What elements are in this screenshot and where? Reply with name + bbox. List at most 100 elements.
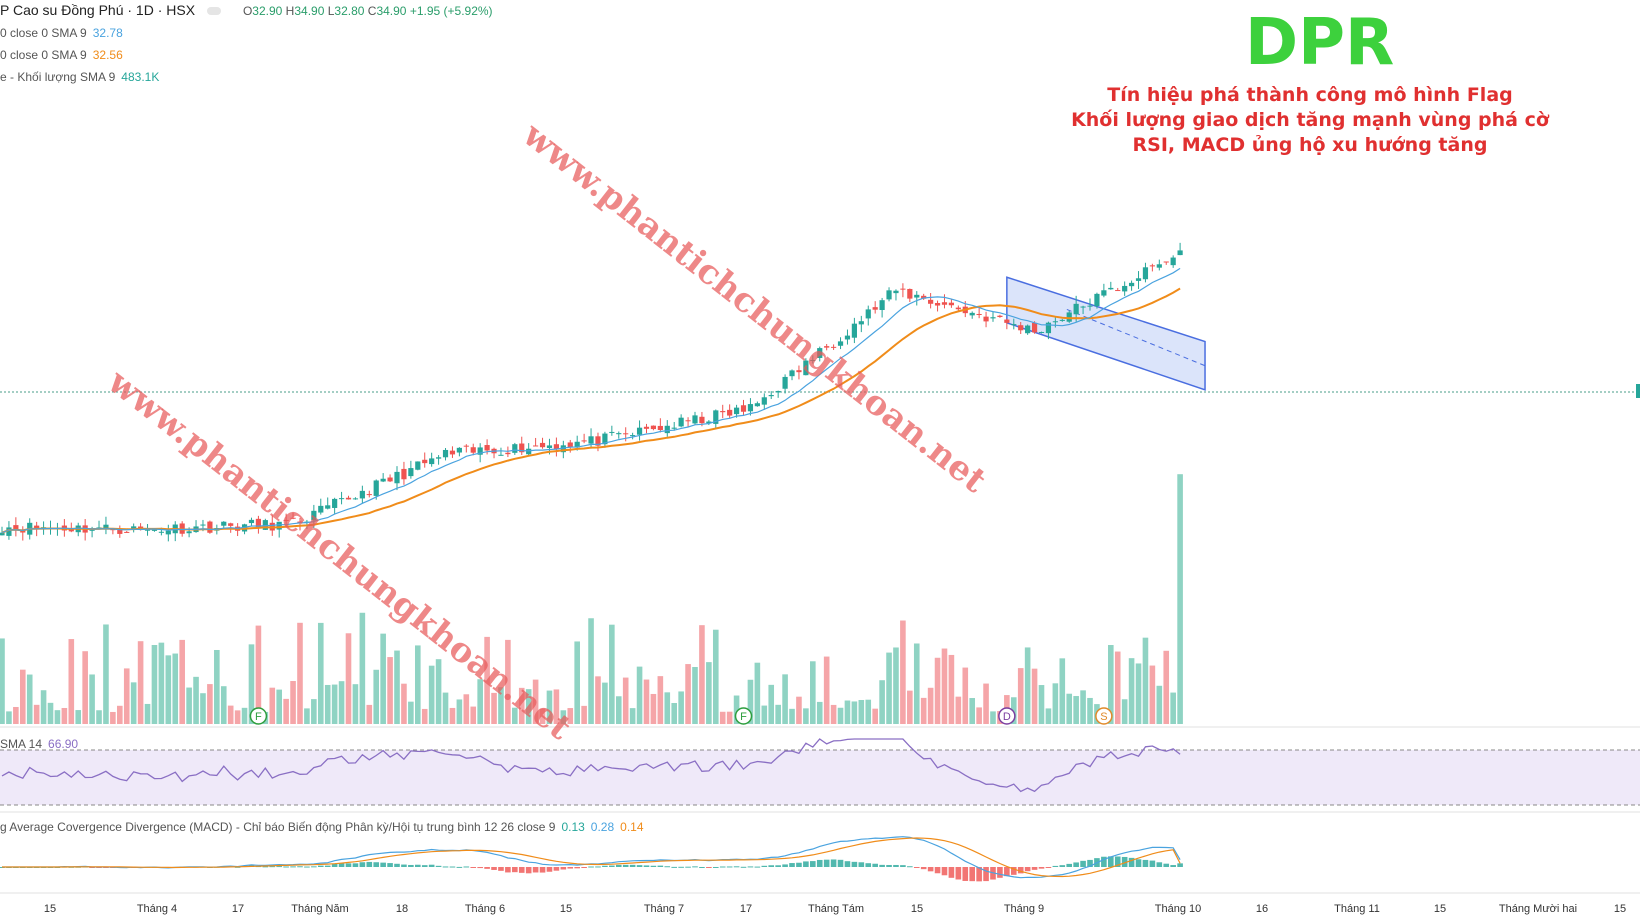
candle-body [276,521,282,530]
volume-bar [137,641,144,724]
macd-hist-bar [484,867,490,869]
macd-hist-bar [1149,860,1156,867]
volume-bar [969,698,975,724]
macd-hist-bar [657,865,664,867]
candle-body [442,449,449,458]
macd-hist-bar [927,867,934,872]
volume-bar [907,690,913,724]
candle-body [1163,261,1169,263]
time-axis-label: Tháng 9 [1004,903,1044,915]
volume-bar [130,682,137,724]
legend-sma-fast[interactable]: 0 close 0 SMA 9 32.78 [0,26,123,40]
candle-body [720,411,726,413]
volume-bar [435,659,442,724]
volume-bar [1087,697,1093,724]
macd-hist-bar [685,866,691,868]
candle-body [858,321,864,325]
volume-bar [1038,685,1045,724]
macd-hist-bar [823,859,830,867]
volume-bar [1080,690,1086,724]
legend-sma-slow[interactable]: 0 close 0 SMA 9 32.56 [0,48,123,62]
volume-bar [671,702,678,724]
macd-hist-bar [1038,867,1045,869]
candle-body [422,459,428,464]
macd-hist-bar [969,867,975,882]
candle-body [221,521,227,526]
volume-bar [546,690,553,724]
volume-bar [782,674,788,724]
candle-body [616,433,622,435]
macd-hist-bar [574,867,580,869]
volume-bar [962,667,969,724]
candle-body [824,346,830,348]
legend-macd[interactable]: g Average Covergence Divergence (MACD) -… [0,820,644,834]
candle-body [332,498,338,508]
legend-volume[interactable]: e - Khối lượng SMA 9 483.1K [0,70,160,84]
candle-body [817,348,823,358]
macd-hist-bar [442,866,449,868]
volume-bar [567,708,574,724]
macd-hist-bar [893,864,899,867]
volume-bar [276,689,282,724]
volume-bar [574,641,580,724]
flag-channel-area [1006,276,1206,391]
macd-hist-bar [567,867,574,869]
macd-hist-bar [747,866,754,868]
legend-rsi[interactable]: SMA 14 66.90 [0,737,79,751]
volume-bar [297,622,303,724]
volume-bar [900,620,906,724]
macd-hist-bar [671,866,678,868]
volume-bar [983,683,989,724]
event-marker-circle [249,707,268,725]
time-axis-label: 18 [396,903,408,915]
candle-body [595,436,601,446]
candle-body [678,417,684,427]
volume-bar [913,643,920,724]
candle-body [948,302,955,306]
macd-hist-bar [359,862,366,867]
collapse-legend-icon[interactable] [207,7,222,16]
candle-body [699,416,705,424]
event-marker-circle [998,707,1016,725]
volume-bar [1066,693,1073,724]
candle-body [1156,264,1162,268]
volume-bar [761,705,768,724]
macd-hist-bar [754,866,761,868]
macd-hist-bar [1045,867,1052,868]
candle-body [380,478,386,482]
macd-hist-bar [1031,867,1038,870]
symbol-title[interactable]: P Cao su Đồng Phú · 1D · HSX [0,2,196,18]
volume-bar [810,661,816,724]
macd-hist-bar [976,867,982,882]
volume-bar [89,674,95,724]
candle-body [879,300,885,311]
volume-bar [1045,708,1052,724]
macd-hist-bar [775,865,781,867]
volume-bar [595,676,601,724]
macd-hist-bar [470,867,477,868]
candle-body [387,477,393,482]
volume-bar [408,701,414,724]
macd-hist-bar [699,866,705,868]
volume-bar [525,689,532,724]
candle-body [602,433,608,445]
volume-bar [345,633,352,724]
macd-hist-bar [830,859,837,867]
time-axis-label: Tháng 4 [137,903,177,915]
event-marker-label: F [740,711,747,723]
volume-bar [449,707,456,724]
volume-bar [532,679,539,724]
macd-hist-bar [560,867,567,870]
macd-hist-bar [622,864,629,867]
macd-hist-bar [907,866,913,868]
candle-body [373,480,379,496]
candle-body [359,490,365,499]
volume-bar [823,656,830,724]
candle-body [13,525,19,530]
candle-body [1066,312,1072,322]
volume-bar [144,703,151,724]
candle-body [117,529,123,534]
candle-body [539,442,546,448]
candle-body [844,335,851,340]
